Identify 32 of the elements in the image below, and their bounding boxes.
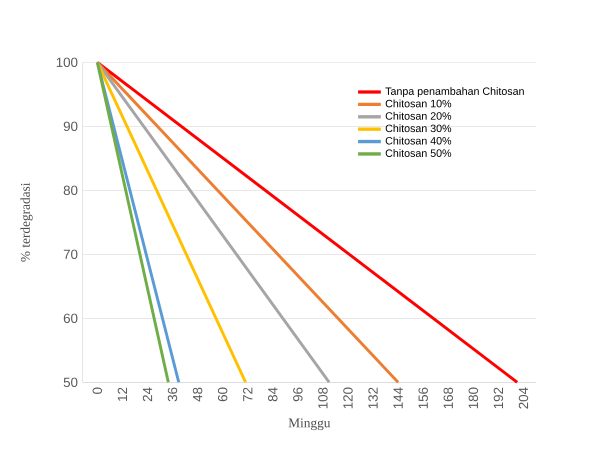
legend-label: Chitosan 10% — [386, 100, 452, 108]
x-tick-label: 180 — [468, 388, 478, 408]
x-tick-label: 108 — [318, 388, 328, 408]
y-axis-title: % terdegradasi — [20, 182, 33, 262]
x-tick-label: 132 — [368, 388, 378, 408]
x-tick-label: 0 — [92, 388, 102, 394]
x-tick-label: 156 — [418, 388, 428, 408]
x-tick-label: 204 — [518, 387, 528, 409]
x-tick-label: 36 — [168, 388, 178, 402]
y-tick-label: 60 — [64, 314, 78, 324]
legend-label: Chitosan 20% — [386, 112, 452, 120]
x-tick-label: 60 — [218, 388, 228, 402]
legend-label: Chitosan 50% — [386, 149, 452, 157]
x-tick-label: 48 — [192, 388, 202, 402]
y-tick-label: 90 — [64, 122, 78, 132]
x-tick-label: 96 — [293, 388, 303, 402]
x-tick-label: 12 — [118, 388, 128, 401]
y-tick-label: 100 — [56, 58, 78, 68]
y-tick-label: 80 — [64, 186, 78, 196]
y-tick-label: 70 — [64, 250, 78, 260]
x-tick-label: 24 — [142, 387, 152, 402]
legend-label: Chitosan 40% — [386, 136, 452, 145]
x-tick-label: 84 — [268, 387, 278, 402]
x-tick-label: 144 — [394, 387, 403, 408]
x-tick-label: 192 — [494, 388, 504, 408]
x-axis-title: Minggu — [288, 418, 330, 430]
x-tick-label: 168 — [444, 388, 453, 408]
legend-label: Tanpa penambahan Chitosan — [385, 87, 524, 98]
y-tick-label: 50 — [64, 378, 78, 388]
legend-label: Chitosan 30% — [386, 124, 452, 132]
x-tick-label: 72 — [243, 388, 252, 402]
x-tick-label: 120 — [343, 388, 353, 408]
